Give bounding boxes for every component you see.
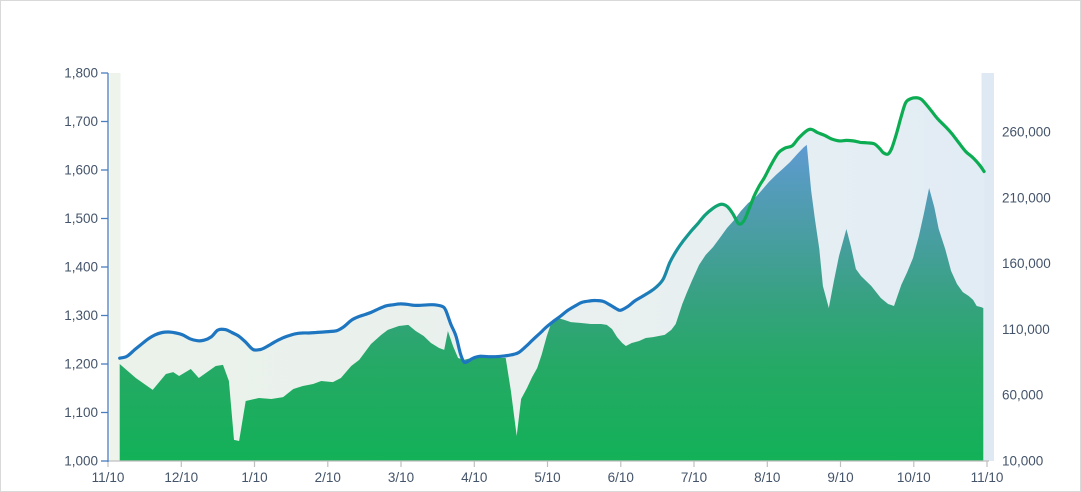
- y-left-tick-label: 1,300: [64, 308, 98, 323]
- x-tick-label: 12/10: [164, 470, 198, 485]
- y-left-tick-label: 1,700: [64, 114, 98, 129]
- y-right-tick-label: 10,000: [1002, 454, 1043, 469]
- x-tick-label: 10/10: [897, 470, 931, 485]
- y-right-tick-label: 210,000: [1002, 190, 1051, 205]
- y-right-tick-label: 160,000: [1002, 256, 1051, 271]
- y-left-tick-label: 1,500: [64, 211, 98, 226]
- y-left-tick-label: 1,600: [64, 163, 98, 178]
- x-tick-label: 5/10: [534, 470, 560, 485]
- x-tick-label: 1/10: [241, 470, 267, 485]
- plot-left-edge-band: [109, 73, 121, 461]
- x-tick-label: 11/10: [971, 470, 1004, 485]
- x-tick-label: 9/10: [827, 470, 853, 485]
- y-left-tick-label: 1,400: [64, 260, 98, 275]
- volume-area-series: [119, 144, 984, 461]
- y-left-tick-label: 1,000: [64, 454, 98, 469]
- x-tick-label: 2/10: [315, 470, 341, 485]
- x-tick-label: 11/10: [92, 470, 125, 485]
- x-tick-label: 7/10: [681, 470, 707, 485]
- y-left-tick-label: 1,800: [64, 66, 98, 81]
- y-right-tick-label: 60,000: [1002, 388, 1043, 403]
- y-right-tick-label: 110,000: [1002, 322, 1050, 337]
- price-line-series: [118, 96, 986, 365]
- x-tick-label: 3/10: [388, 470, 414, 485]
- x-tick-label: 4/10: [461, 470, 487, 485]
- y-left-tick-label: 1,200: [64, 357, 98, 372]
- y-left-tick-label: 1,100: [64, 405, 98, 420]
- x-tick-label: 6/10: [608, 470, 634, 485]
- y-right-tick-label: 260,000: [1002, 125, 1051, 140]
- x-tick-label: 8/10: [754, 470, 780, 485]
